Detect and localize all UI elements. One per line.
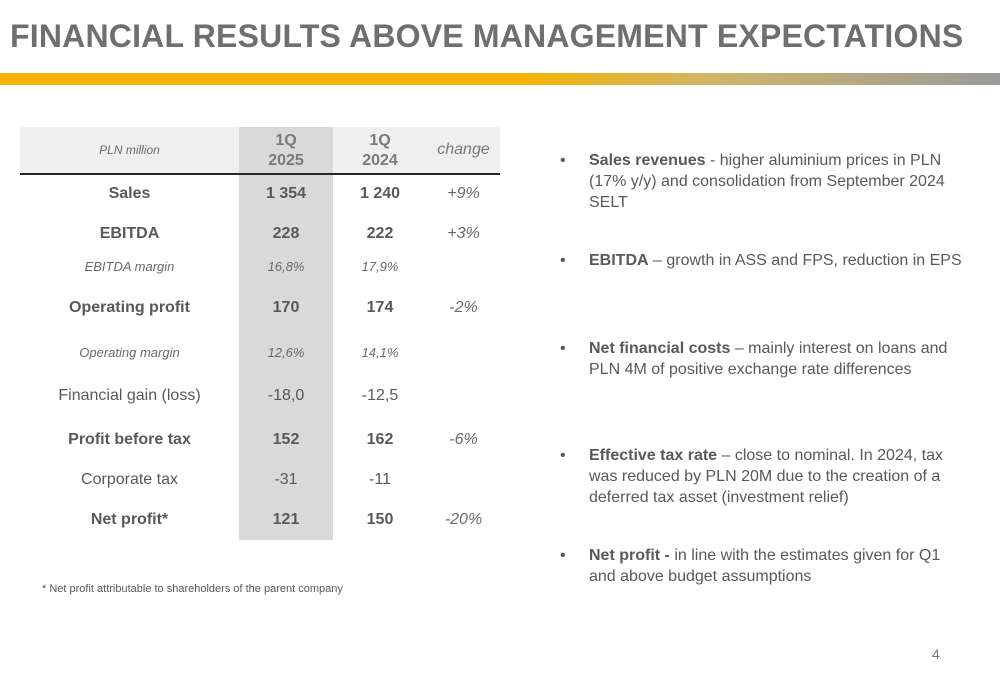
value-change: -2% [449, 299, 478, 316]
bullet-dot: • [560, 547, 566, 564]
bullet-body: – close to nominal. In 2024, tax was red… [589, 447, 943, 506]
value-2024: 150 [366, 511, 394, 528]
row-label: Sales [108, 185, 151, 202]
value-2025: 121 [272, 511, 300, 528]
row-label: Operating margin [79, 345, 180, 360]
value-2024: 222 [366, 225, 394, 242]
page-title: FINANCIAL RESULTS ABOVE MANAGEMENT EXPEC… [10, 18, 964, 54]
value-2025: 12,6% [267, 345, 305, 360]
column-header-1q-2024: 1Q 2024 [333, 131, 427, 171]
column-header-period: 1Q [275, 132, 297, 149]
value-change: -6% [449, 431, 478, 448]
value-change: +3% [447, 225, 480, 242]
row-label: Financial gain (loss) [58, 387, 201, 404]
bullet-text: Sales revenues - higher aluminium prices… [589, 150, 964, 213]
column-header-period: 1Q [369, 132, 391, 149]
value-2025: -31 [274, 471, 298, 488]
bullet-text: Net profit - in line with the estimates … [589, 545, 964, 587]
bullet-text: Effective tax rate – close to nominal. I… [589, 445, 964, 508]
column-header-1q-2025: 1Q 2025 [239, 131, 333, 171]
bullet-body: - higher aluminium prices in PLN (17% y/… [589, 152, 945, 211]
bullet-text: Net financial costs – mainly interest on… [589, 338, 964, 380]
bullet-dot: • [560, 152, 566, 169]
bullet-heading: Net financial costs [589, 340, 731, 357]
row-label: EBITDA margin [84, 259, 175, 274]
value-2025: 152 [272, 431, 300, 448]
bullet-dot: • [560, 252, 566, 269]
column-header-year: 2025 [268, 152, 304, 169]
value-2024: 162 [366, 431, 394, 448]
row-label: Profit before tax [68, 431, 191, 448]
value-2024: -11 [369, 471, 391, 488]
bullet-dot: • [560, 447, 566, 464]
financial-table: PLN million 1Q 2025 1Q 2024 change Sales… [20, 127, 500, 540]
bullet-heading: EBITDA [589, 252, 649, 269]
value-2024: 14,1% [361, 345, 399, 360]
bullet-dot: • [560, 340, 566, 357]
value-2024: 174 [366, 299, 394, 316]
bullet-body: – mainly interest on loans and PLN 4M of… [589, 340, 948, 378]
column-header-year: 2024 [362, 152, 398, 169]
bullet-heading: Net profit - [589, 547, 670, 564]
value-2025: 170 [272, 299, 300, 316]
table-unit-label: PLN million [99, 143, 160, 157]
bullet-heading: Effective tax rate [589, 447, 718, 464]
bullet-heading: Sales revenues [589, 152, 706, 169]
row-label: EBITDA [99, 225, 160, 242]
value-2025: 228 [272, 225, 300, 242]
value-2024: 1 240 [359, 185, 401, 202]
bullet-text: EBITDA – growth in ASS and FPS, reductio… [589, 250, 964, 271]
page-number: 4 [932, 646, 940, 662]
column-header-change: change [437, 141, 490, 158]
current-period-column-shade [239, 127, 333, 540]
table-header-divider [20, 173, 500, 175]
value-change: -20% [444, 511, 483, 528]
row-label: Operating profit [69, 299, 190, 316]
value-2025: -18,0 [267, 387, 305, 404]
accent-bar [0, 73, 1000, 85]
footnote: * Net profit attributable to shareholder… [42, 583, 343, 595]
value-change: +9% [447, 185, 480, 202]
row-label: Corporate tax [81, 471, 178, 488]
value-2025: 16,8% [267, 259, 305, 274]
value-2025: 1 354 [265, 185, 307, 202]
value-2024: 17,9% [361, 259, 399, 274]
bullet-body: in line with the estimates given for Q1 … [589, 547, 941, 585]
bullet-body: – growth in ASS and FPS, reduction in EP… [648, 252, 962, 269]
value-2024: -12,5 [361, 387, 399, 404]
row-label: Net profit* [90, 511, 169, 528]
